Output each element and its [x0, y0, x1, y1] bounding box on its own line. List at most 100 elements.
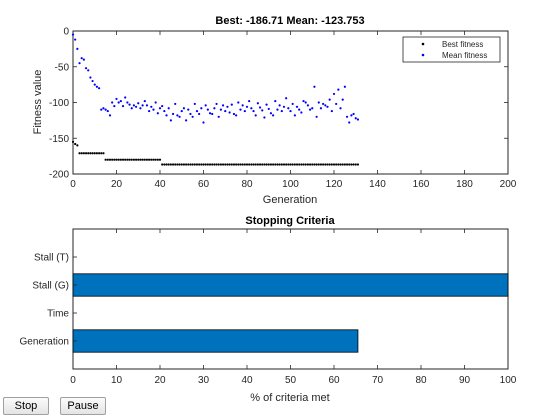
- best-fitness-point-49: [178, 163, 181, 166]
- mean-fitness-point-84: [254, 114, 257, 117]
- mean-fitness-point-11: [95, 85, 99, 88]
- mean-fitness-point-61: [204, 104, 207, 107]
- mean-fitness-point-119: [330, 109, 333, 113]
- mean-fitness-point-60: [202, 121, 205, 124]
- pct-tick-label-5: 50: [285, 375, 297, 386]
- best-fitness-point-10: [93, 152, 96, 155]
- best-fitness-point-35: [148, 158, 151, 161]
- pct-tick-label-10: 100: [500, 375, 517, 386]
- best-fitness-point-118: [328, 163, 331, 166]
- best-fitness-point-129: [352, 163, 355, 166]
- best-fitness-point-45: [169, 163, 172, 166]
- mean-fitness-point-24: [124, 96, 127, 99]
- mean-fitness-point-53: [187, 108, 190, 111]
- mean-fitness-point-47: [174, 102, 177, 106]
- mean-fitness-point-14: [102, 107, 105, 110]
- mean-fitness-point-34: [145, 104, 149, 107]
- mean-fitness-point-45: [169, 119, 172, 122]
- best-fitness-point-23: [121, 158, 125, 161]
- mean-fitness-point-80: [245, 105, 249, 108]
- mean-fitness-point-36: [150, 105, 153, 108]
- legend-box: [402, 36, 501, 63]
- best-fitness-point-76: [237, 163, 240, 166]
- best-fitness-point-14: [102, 152, 105, 155]
- mean-fitness-point-35: [148, 109, 151, 113]
- mean-fitness-point-91: [269, 112, 273, 115]
- mean-fitness-point-99: [287, 107, 290, 110]
- mean-fitness-point-55: [191, 115, 194, 118]
- mean-fitness-point-27: [130, 107, 133, 110]
- best-fitness-point-6: [84, 152, 88, 155]
- best-fitness-point-16: [106, 158, 109, 161]
- best-fitness-point-116: [324, 163, 327, 166]
- stop-button[interactable]: Stop: [3, 397, 49, 415]
- mean-fitness-point-56: [193, 102, 196, 106]
- mean-fitness-point-19: [113, 104, 116, 108]
- best-fitness-point-57: [195, 163, 199, 166]
- best-fitness-point-19: [113, 158, 116, 161]
- mean-fitness-point-67: [217, 115, 220, 118]
- best-fitness-point-94: [276, 163, 279, 166]
- mean-fitness-point-102: [293, 114, 296, 117]
- pause-button[interactable]: Pause: [60, 397, 106, 415]
- mean-fitness-point-86: [258, 106, 262, 109]
- x-tick-label-5: 100: [282, 179, 299, 190]
- best-fitness-point-100: [289, 163, 292, 166]
- best-fitness-point-97: [282, 163, 286, 166]
- mean-fitness-point-85: [256, 102, 259, 105]
- mean-fitness-point-50: [180, 109, 183, 113]
- mean-fitness-point-12: [98, 87, 101, 90]
- best-fitness-point-93: [274, 163, 277, 166]
- legend-best-label: Best fitness: [442, 40, 483, 49]
- y-tick-label-3: -150: [49, 134, 69, 145]
- mean-fitness-point-46: [171, 112, 175, 116]
- pct-tick-label-7: 70: [372, 375, 384, 386]
- criteria-bars: [72, 273, 509, 353]
- x-tick-label-8: 160: [413, 179, 430, 190]
- mean-fitness-point-52: [185, 119, 188, 122]
- best-fitness-point-122: [337, 163, 340, 166]
- best-fitness-point-34: [145, 158, 149, 161]
- mean-fitness-point-65: [213, 107, 216, 110]
- best-fitness-point-36: [150, 158, 153, 161]
- best-fitness-point-51: [182, 163, 186, 166]
- category-label-3: Generation: [20, 337, 69, 348]
- best-fitness-point-86: [258, 163, 262, 166]
- mean-fitness-point-1: [74, 38, 77, 41]
- mean-fitness-point-79: [243, 109, 246, 113]
- criteria-axes-ticks: Stall (T) Stall (G) Time Generation 0 10 20 30 4…: [20, 229, 517, 386]
- mean-fitness-point-72: [228, 111, 231, 114]
- best-fitness-point-11: [95, 152, 99, 155]
- best-fitness-point-38: [154, 158, 157, 161]
- mean-fitness-point-37: [152, 108, 155, 111]
- y-tick-label-1: -50: [55, 62, 70, 73]
- mean-fitness-point-94: [276, 108, 279, 111]
- mean-fitness-point-83: [252, 109, 255, 113]
- mean-fitness-point-10: [93, 83, 96, 86]
- best-fitness-point-46: [171, 163, 175, 166]
- mean-fitness-point-54: [189, 112, 192, 116]
- best-fitness-point-21: [117, 158, 120, 161]
- mean-fitness-point-40: [158, 107, 162, 110]
- mean-fitness-point-118: [328, 98, 331, 101]
- best-fitness-point-48: [176, 163, 179, 166]
- best-fitness-point-12: [98, 152, 101, 155]
- pct-tick-label-2: 20: [154, 375, 166, 386]
- best-fitness-point-2: [76, 144, 79, 147]
- mean-fitness-point-100: [289, 109, 292, 113]
- mean-fitness-point-16: [106, 109, 109, 113]
- mean-fitness-point-33: [143, 99, 146, 103]
- pct-tick-label-8: 80: [415, 375, 427, 386]
- best-fitness-point-31: [139, 158, 142, 161]
- mean-fitness-point-15: [104, 108, 107, 111]
- best-fitness-point-82: [250, 163, 253, 166]
- y-tick-label-4: -200: [49, 170, 69, 181]
- best-fitness-point-26: [128, 158, 131, 161]
- best-fitness-point-75: [235, 163, 238, 166]
- best-fitness-point-80: [245, 163, 249, 166]
- best-fitness-point-83: [252, 163, 255, 166]
- fitness-axes: 0 20 40 60 80 100 120 140 160 180 200 0 -50 -100 -150 -…: [32, 15, 517, 206]
- pct-tick-label-4: 40: [241, 375, 253, 386]
- mean-fitness-point-88: [263, 116, 266, 119]
- mean-fitness-point-62: [206, 108, 209, 111]
